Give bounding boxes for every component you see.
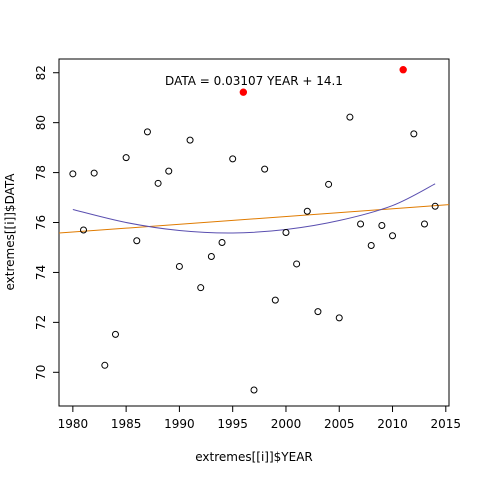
x-tick-label: 2005 [324, 417, 355, 431]
data-point [111, 330, 119, 338]
data-point [175, 262, 183, 270]
data-point [80, 226, 88, 234]
y-tick-label: 76 [34, 215, 48, 230]
data-point [69, 170, 77, 178]
y-tick-label: 78 [34, 165, 48, 180]
x-axis-title: extremes[[i]]$YEAR [195, 450, 313, 464]
data-point [303, 207, 311, 215]
data-point [378, 222, 386, 230]
data-point [143, 128, 151, 136]
data-point [261, 165, 269, 173]
x-tick-label: 2010 [377, 417, 408, 431]
x-tick-label: 2000 [271, 417, 302, 431]
data-point [367, 241, 375, 249]
x-tick-label: 1990 [164, 417, 195, 431]
axes: 1980 1985 1990 1995 2000 2005 2010 2015 70 72 74 76… [34, 65, 461, 431]
data-point [101, 361, 109, 369]
quadratic-fit-curve [72, 183, 436, 234]
linear-fit-line [59, 204, 449, 234]
data-point [250, 386, 258, 394]
data-point [165, 167, 173, 175]
y-tick-label: 70 [34, 365, 48, 380]
regression-annotation: DATA = 0.03107 YEAR + 14.1 [165, 74, 343, 88]
y-tick-label: 72 [34, 315, 48, 330]
data-points [69, 66, 439, 394]
data-point [420, 220, 428, 228]
y-tick-label: 74 [34, 265, 48, 280]
data-point [218, 238, 226, 246]
fit-lines [59, 183, 449, 234]
plot-frame [58, 58, 450, 407]
data-point [90, 169, 98, 177]
x-tick-label: 2015 [431, 417, 462, 431]
data-point [186, 136, 194, 144]
data-point [293, 260, 301, 268]
plot-area [58, 58, 450, 407]
data-point [410, 130, 418, 138]
data-point [431, 202, 439, 210]
highlight-point [399, 66, 407, 74]
data-point [122, 154, 130, 162]
data-point [357, 220, 365, 228]
data-point [389, 232, 397, 240]
data-point [282, 229, 290, 236]
y-tick-label: 80 [34, 115, 48, 130]
data-point [207, 252, 215, 260]
y-axis-title: extremes[[i]]$DATA [3, 173, 17, 291]
x-tick-label: 1980 [58, 417, 89, 431]
data-point [346, 113, 354, 121]
data-point [197, 284, 205, 292]
data-point [335, 314, 343, 322]
data-point [154, 179, 162, 187]
x-tick-label: 1995 [217, 417, 248, 431]
x-tick-label: 1985 [111, 417, 142, 431]
highlight-point [239, 88, 248, 96]
data-point [229, 155, 237, 163]
data-point [133, 237, 141, 245]
data-point [325, 180, 333, 188]
data-point [271, 296, 279, 304]
data-point [314, 308, 322, 316]
y-tick-label: 82 [34, 65, 48, 80]
